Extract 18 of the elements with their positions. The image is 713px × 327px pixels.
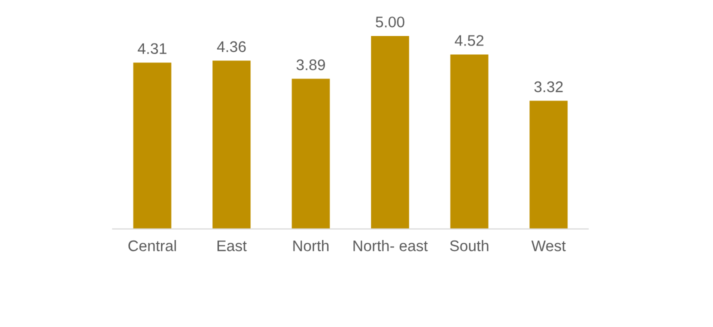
x-tick-label: North- east	[354, 240, 428, 252]
bar	[371, 36, 410, 229]
data-label: 3.89	[296, 59, 325, 70]
data-label: 5.00	[376, 16, 404, 28]
bar	[292, 78, 330, 229]
data-label: 3.32	[534, 81, 563, 92]
bar	[450, 54, 488, 229]
x-tick-label: Central	[128, 240, 176, 252]
data-label: 4.36	[217, 41, 246, 52]
bar	[530, 100, 568, 229]
x-tick-label: South	[450, 240, 488, 252]
bar	[133, 62, 172, 229]
x-tick-label: East	[218, 240, 247, 252]
bar	[212, 60, 251, 229]
x-tick-label: North	[293, 240, 328, 252]
data-label: 4.52	[454, 35, 484, 46]
data-label: 4.31	[138, 43, 166, 54]
x-tick-label: West	[531, 240, 566, 252]
